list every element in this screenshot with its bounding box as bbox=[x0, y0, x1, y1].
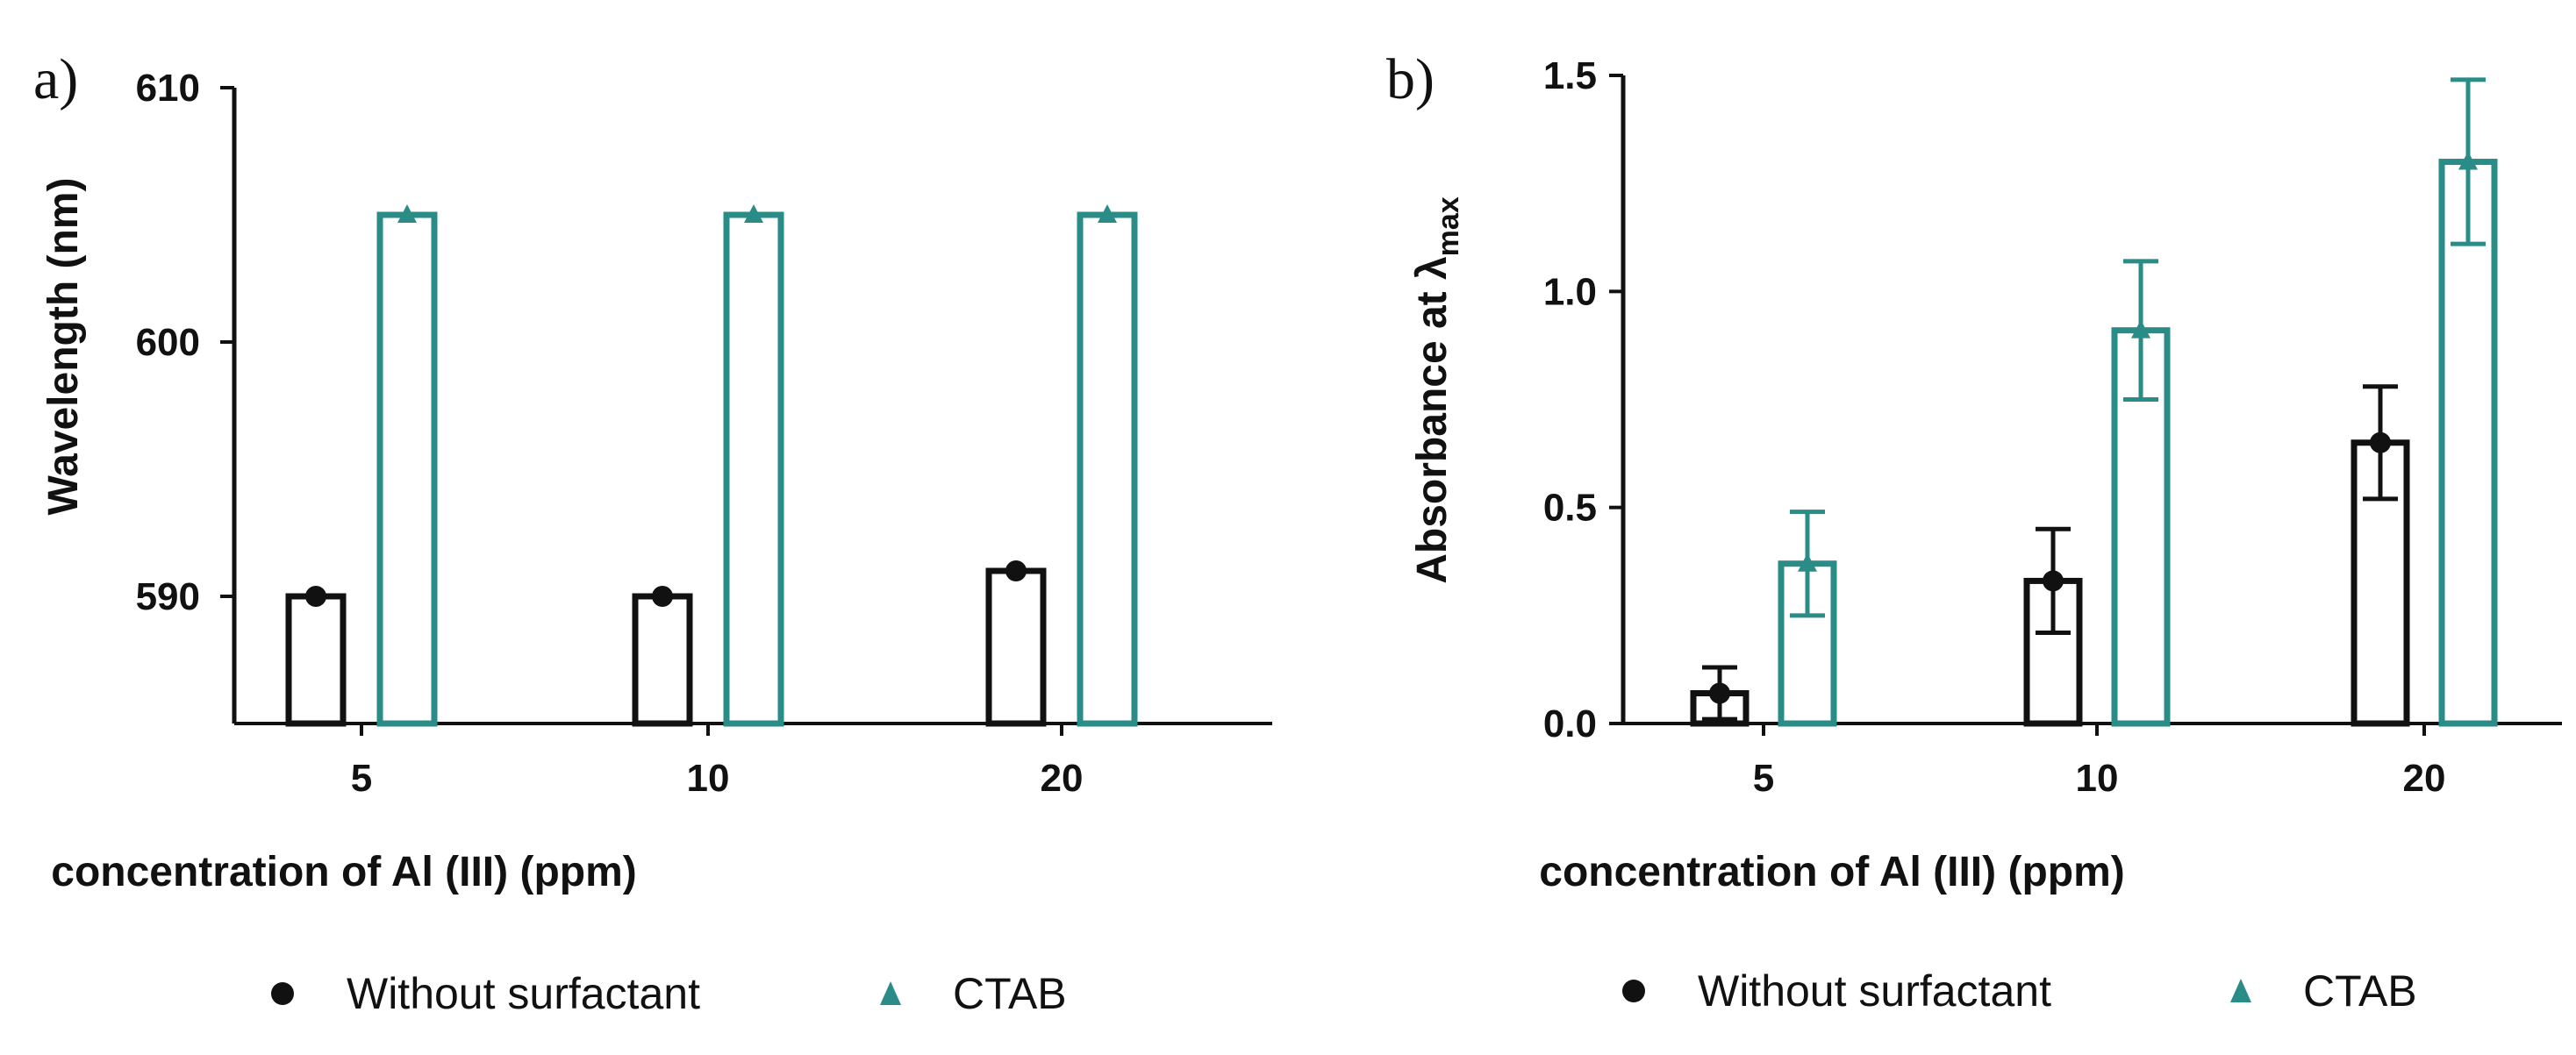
x-tick-label: 10 bbox=[2076, 757, 2119, 800]
chart-a-xlabel: concentration of Al (III) (ppm) bbox=[51, 849, 637, 895]
chart-b-ylabel-sub: max bbox=[1432, 196, 1465, 256]
legend-b-ctab-marker bbox=[2230, 979, 2251, 1002]
legend-a-without-label: Without surfactant bbox=[347, 969, 700, 1018]
x-tick-label: 5 bbox=[351, 757, 372, 800]
chart-b-legend: Without surfactant CTAB bbox=[1622, 966, 2417, 1016]
y-tick-label: 1.0 bbox=[1543, 270, 1597, 313]
bar-ctab-20-point bbox=[2458, 151, 2478, 170]
bar-ctab-20-point bbox=[1098, 204, 1117, 223]
legend-b-without-label: Without surfactant bbox=[1698, 966, 2051, 1016]
bar-without-20-point bbox=[1005, 560, 1027, 581]
chart-b-xlabel: concentration of Al (III) (ppm) bbox=[1539, 849, 2125, 895]
bar-without-20 bbox=[2351, 439, 2410, 727]
x-tick-label: 5 bbox=[1753, 757, 1774, 800]
bar-without-20 bbox=[985, 567, 1047, 727]
chart-a-ylabel: Wavelength (nm) bbox=[40, 178, 87, 516]
legend-b-without-marker bbox=[1622, 980, 1645, 1002]
chart-a-marks: 590 600 610 5 10 20 bbox=[136, 67, 1272, 800]
bar-without-20-point bbox=[2370, 431, 2391, 453]
x-tick-label: 20 bbox=[2403, 757, 2446, 800]
bar-without-10-point bbox=[2043, 570, 2064, 592]
bar-ctab-10 bbox=[723, 211, 784, 727]
legend-a-ctab-marker bbox=[880, 981, 901, 1005]
chart-b-marks: 0.0 0.5 1.0 1.5 5 10 20 bbox=[1543, 54, 2562, 800]
y-tick-label: 1.5 bbox=[1543, 54, 1597, 97]
legend-b-ctab-label: CTAB bbox=[2303, 966, 2417, 1016]
chart-a: a) 590 600 610 5 10 20 concentration of Al (I… bbox=[33, 47, 1272, 1018]
chart-b-ylabel: Absorbance at λmax bbox=[1409, 196, 1465, 584]
bar-ctab-10-point bbox=[2131, 319, 2150, 339]
chart-a-legend: Without surfactant CTAB bbox=[271, 969, 1067, 1018]
bar-without-10-point bbox=[652, 586, 673, 607]
y-tick-label: 0.5 bbox=[1543, 487, 1597, 530]
y-tick-label: 0.0 bbox=[1543, 702, 1597, 745]
y-tick-label: 610 bbox=[136, 67, 200, 110]
bar-ctab-5-point bbox=[397, 204, 417, 223]
y-tick-label: 590 bbox=[136, 575, 200, 618]
panel-b-label: b) bbox=[1386, 47, 1435, 111]
x-tick-label: 20 bbox=[1041, 757, 1084, 800]
bar-without-5 bbox=[285, 593, 347, 727]
y-tick-label: 600 bbox=[136, 321, 200, 364]
bar-without-5-point bbox=[1709, 682, 1730, 704]
bar-without-5-point bbox=[305, 586, 326, 607]
bar-without-10 bbox=[632, 593, 693, 727]
bar-ctab-20 bbox=[2438, 159, 2498, 727]
chart-b: b) 0.0 0.5 1.0 1.5 5 10 20 concentration of Al… bbox=[1386, 47, 2562, 1016]
x-tick-label: 10 bbox=[687, 757, 730, 800]
legend-a-ctab-label: CTAB bbox=[953, 969, 1067, 1018]
bar-ctab-20 bbox=[1077, 211, 1138, 727]
bar-ctab-5-point bbox=[1798, 552, 1817, 572]
panel-a-label: a) bbox=[33, 47, 78, 111]
chart-b-ylabel-main: Absorbance at λ bbox=[1409, 256, 1456, 583]
legend-a-without-marker bbox=[271, 982, 294, 1005]
bar-ctab-10-point bbox=[744, 204, 763, 223]
bar-ctab-5 bbox=[376, 211, 438, 727]
